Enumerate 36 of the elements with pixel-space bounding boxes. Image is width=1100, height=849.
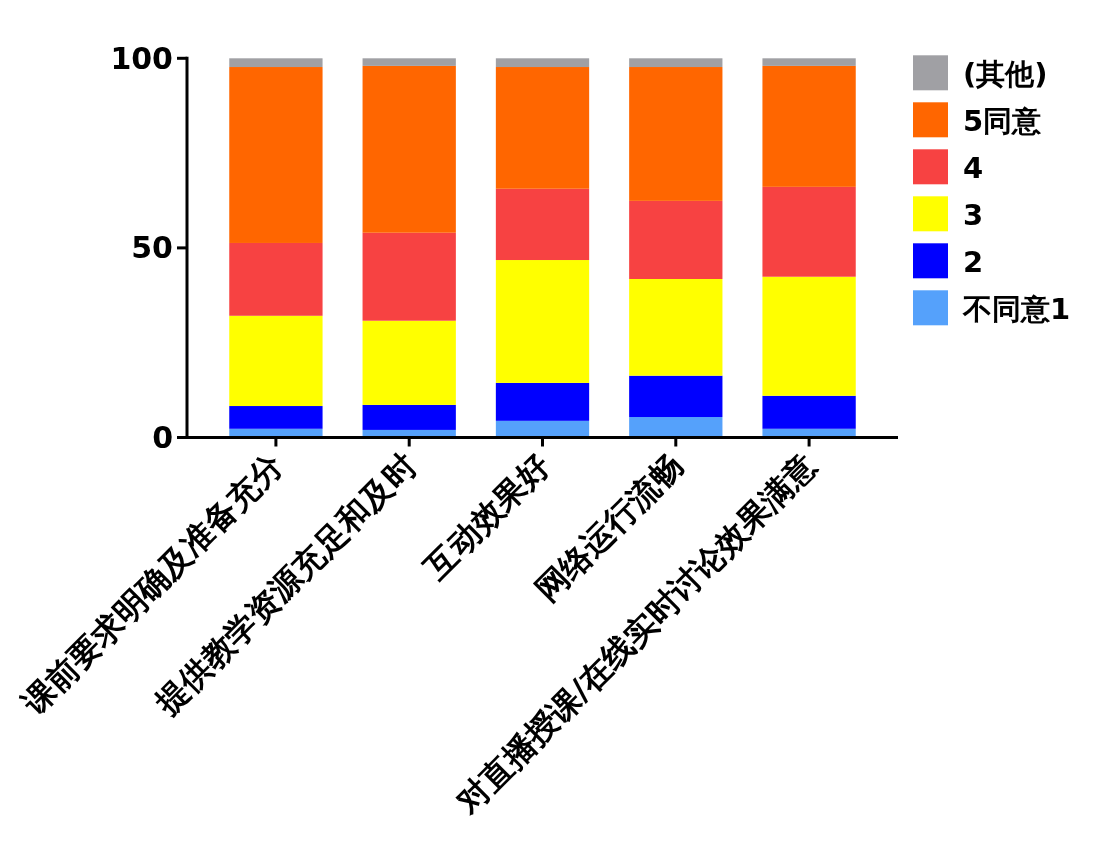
bar [229,67,323,243]
legend-label: 3 [963,197,984,232]
bar [629,278,723,376]
bar [495,58,590,68]
bar [495,188,590,261]
y-tick-label: 0 [152,420,173,455]
bar [362,65,456,233]
bar [362,320,456,405]
bar [762,186,856,277]
bar [762,65,856,187]
bar [629,58,723,68]
bar [229,242,323,316]
bar [229,315,323,407]
bar [495,67,590,189]
legend-label: 不同意1 [962,291,1071,326]
y-tick-label: 50 [131,230,173,266]
bar [495,420,590,438]
bar [629,417,723,438]
bar [229,406,323,429]
bar [762,395,856,429]
bar [362,232,456,321]
bar [229,58,323,68]
bar [362,58,456,66]
y-tick-label: 100 [110,40,173,76]
bar [362,404,456,430]
bar [629,375,723,418]
legend-label: 5同意 [963,103,1043,138]
legend-label: 2 [963,244,984,279]
bar [762,58,856,66]
bar [629,200,723,279]
bar [495,382,590,421]
bar [762,276,856,396]
legend-label: (其他) [963,56,1048,91]
bar [495,260,590,383]
legend-label: 4 [963,150,984,185]
bar [629,67,723,201]
